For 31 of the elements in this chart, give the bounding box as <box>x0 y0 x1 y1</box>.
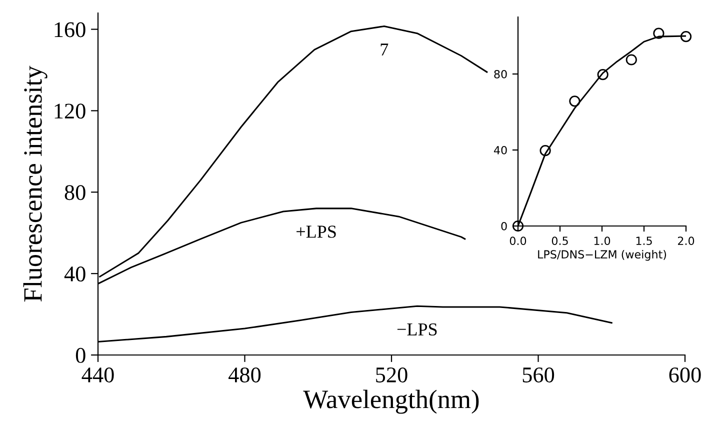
y-tick-label: 160 <box>54 22 86 38</box>
point <box>653 28 664 39</box>
point <box>512 220 524 232</box>
y-tick-label: 0 <box>76 348 86 363</box>
point <box>569 96 580 107</box>
annotation: +LPS <box>296 226 336 238</box>
point <box>597 69 608 80</box>
annotation: 7 <box>380 44 388 56</box>
y-tick-label: 0 <box>501 222 507 230</box>
y-tick-label: 40 <box>494 146 507 154</box>
point <box>680 31 692 42</box>
x-tick-label: 1.5 <box>636 236 652 246</box>
x-tick-label: 480 <box>228 367 261 382</box>
x-axis-title: LPS/DNS−LZM (weight) <box>538 250 666 261</box>
x-tick-label: 600 <box>669 367 701 382</box>
point <box>540 145 551 156</box>
x-tick-label: 2.0 <box>678 236 694 246</box>
x-tick-label: 520 <box>376 367 408 382</box>
x-tick-label: 0.5 <box>552 236 568 246</box>
y-tick-label: 80 <box>494 70 507 78</box>
x-tick-label: 440 <box>82 367 114 382</box>
point <box>626 54 637 66</box>
y-tick-label: 80 <box>64 185 86 200</box>
annotation: −LPS <box>397 323 437 336</box>
x-axis-title: Wavelength(nm) <box>303 390 479 414</box>
x-tick-label: 1.0 <box>594 236 610 246</box>
y-axis-title: Fluorescence intensity <box>23 66 48 302</box>
y-tick-label: 120 <box>54 104 86 119</box>
y-tick-label: 40 <box>64 266 86 282</box>
x-tick-label: 560 <box>522 367 554 382</box>
x-tick-label: 0.0 <box>510 236 526 246</box>
